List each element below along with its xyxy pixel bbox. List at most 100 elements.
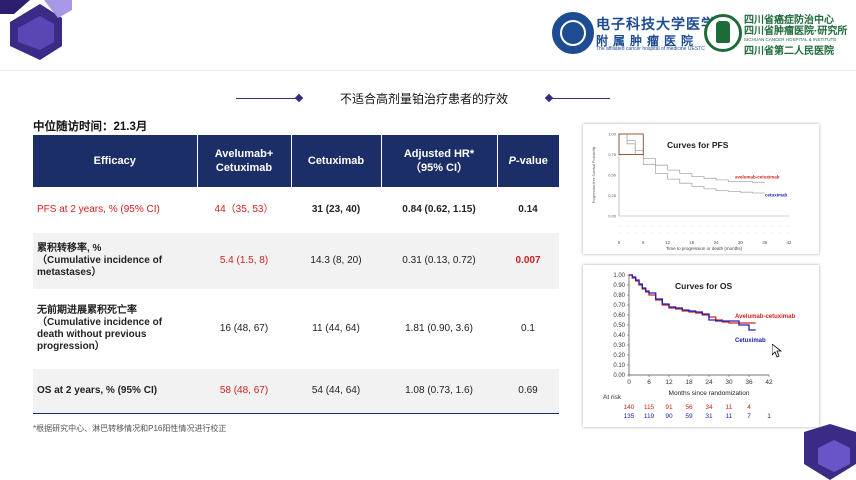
header-p-value: P-value — [497, 135, 559, 187]
os-at-risk-value: 7 — [747, 413, 751, 420]
uestc-seal-logo — [552, 12, 594, 54]
decorative-corner-top-left — [0, 0, 72, 60]
death-label-2: （Cumulative incidence of — [37, 317, 163, 328]
os-y-tick-label: 0.90 — [613, 283, 625, 289]
os-legend-avelumab: Avelumab-cetuximab — [735, 314, 795, 320]
os-at-risk-value: 56 — [685, 404, 693, 411]
os-legend-cetuximab: Cetuximab — [735, 338, 766, 344]
pfs-x-tick-label: 24 — [714, 240, 720, 245]
pfs-x-tick-label: 6 — [642, 240, 645, 245]
pfs-highlight-box — [618, 133, 644, 155]
os-at-risk-value: 140 — [624, 404, 635, 411]
cell-os-p: 0.69 — [497, 369, 559, 414]
title-diamond-left — [294, 93, 304, 103]
os-x-tick-label: 18 — [685, 379, 693, 386]
os-y-tick-label: 0.70 — [613, 303, 625, 309]
os-series-line-1 — [629, 274, 756, 331]
pfs-x-tick-label: 18 — [689, 240, 695, 245]
sichuan-logo-name-1: 四川省癌症防治中心 — [744, 15, 834, 26]
pfs-km-plot-panel: 0.00 0.25 0.50 0.75 1.00 0 6 12 18 24 30 36 42 Time t… — [583, 124, 819, 254]
table-header-row: Efficacy Avelumab+ Cetuximab Cetuximab A… — [33, 135, 559, 187]
pfs-legend-cetuximab: cetuximab — [765, 192, 788, 197]
pfs-km-plot: 0.00 0.25 0.50 0.75 1.00 0 6 12 18 24 30 36 42 Time t… — [592, 132, 792, 252]
header-efficacy: Efficacy — [33, 135, 198, 187]
os-at-risk-value: 90 — [665, 413, 673, 420]
pfs-x-tick-label: 36 — [762, 240, 768, 245]
header-p-rest: -value — [516, 155, 548, 167]
cell-os-hr: 1.08 (0.73, 1.6) — [381, 369, 497, 414]
sichuan-logo-name: 四川省癌症防治中心 四川省肿瘤医院·研究所 — [744, 15, 847, 37]
death-label-1: 无前期进展累积死亡率 — [37, 305, 137, 316]
pfs-x-tick-label: 42 — [786, 240, 792, 245]
title-rule-left — [236, 98, 298, 99]
os-at-risk-value: 11 — [726, 413, 733, 420]
cell-metastases-p: 0.007 — [497, 233, 559, 289]
os-y-tick-label: 0.10 — [613, 363, 625, 369]
os-x-axis-label: Months since randomization — [669, 390, 750, 397]
death-label-4: progression） — [37, 341, 105, 352]
header-ave-line2: Cetuximab — [215, 162, 273, 174]
uestc-logo-subtitle: The affiliated cancer hospital of medici… — [596, 46, 705, 52]
pfs-y-tick-label: 0.00 — [608, 214, 617, 219]
os-at-risk-value: 59 — [685, 413, 693, 420]
death-label-3: death without previous — [37, 329, 147, 340]
metastases-label-3: metastases） — [37, 267, 102, 278]
cell-pfs-hr: 0.84 (0.62, 1.15) — [381, 187, 497, 233]
header-cetuximab: Cetuximab — [291, 135, 382, 187]
efficacy-table: Efficacy Avelumab+ Cetuximab Cetuximab A… — [33, 135, 559, 414]
os-x-tick-label: 42 — [765, 379, 773, 386]
row-label-pfs: PFS at 2 years, % (95% CI) — [33, 187, 197, 233]
os-x-tick-label: 30 — [725, 379, 733, 386]
header-hr-line2: （95% CI） — [409, 162, 469, 174]
os-y-tick-label: 0.20 — [613, 353, 625, 359]
os-km-plot: 0.00 0.10 0.20 0.30 0.40 0.50 0.60 0.70 0.80 0.90… — [603, 273, 795, 420]
pfs-y-tick-label: 0.75 — [608, 152, 617, 157]
table-row: PFS at 2 years, % (95% CI) 44（35, 53） 31… — [33, 187, 559, 233]
metastases-label-1: 累积转移率, % — [37, 243, 102, 254]
os-at-risk-value: 4 — [747, 404, 751, 411]
pfs-x-tick-label: 0 — [618, 240, 621, 245]
pfs-y-tick-label: 0.25 — [608, 193, 617, 198]
header-hr-line1: Adjusted HR* — [403, 148, 475, 160]
os-y-tick-label: 0.00 — [613, 373, 625, 379]
os-at-risk-value: 1 — [767, 413, 771, 420]
cell-os-ave: 58 (48, 67) — [197, 369, 291, 414]
cell-metastases-hr: 0.31 (0.13, 0.72) — [381, 233, 497, 289]
cell-death-p: 0.1 — [497, 289, 559, 369]
os-x-tick-label: 6 — [647, 379, 651, 386]
title-rule-right — [548, 98, 610, 99]
os-km-plot-panel: 0.00 0.10 0.20 0.30 0.40 0.50 0.60 0.70 0.80 0.90… — [583, 265, 819, 427]
pfs-legend-avelumab: avelumab-cetuximab — [735, 174, 780, 179]
metastases-label-2: （Cumulative incidence of — [37, 255, 163, 266]
cell-metastases-ave: 5.4 (1.5, 8) — [197, 233, 291, 289]
os-x-tick-label: 24 — [705, 379, 713, 386]
cell-os-cet: 54 (44, 64) — [291, 369, 381, 414]
cell-metastases-cet: 14.3 (8, 20) — [291, 233, 381, 289]
cell-pfs-cet: 31 (23, 40) — [291, 187, 381, 233]
mouse-cursor-icon — [772, 344, 782, 358]
sichuan-logo-subtitle: SICHUAN CANCER HOSPITAL & INSTITUTE — [744, 37, 837, 42]
header-adjusted-hr: Adjusted HR* （95% CI） — [381, 135, 498, 187]
os-y-tick-label: 1.00 — [613, 273, 625, 279]
row-label-death: 无前期进展累积死亡率 （Cumulative incidence of deat… — [33, 289, 197, 369]
os-x-tick-label: 36 — [745, 379, 753, 386]
os-at-risk-value: 34 — [705, 404, 713, 411]
os-y-tick-label: 0.50 — [613, 323, 625, 329]
os-x-tick-label: 0 — [627, 379, 631, 386]
header-avelumab-cetuximab: Avelumab+ Cetuximab — [197, 135, 292, 187]
header-ave-line1: Avelumab+ — [214, 148, 274, 160]
pfs-x-tick-label: 30 — [738, 240, 744, 245]
os-at-risk-value: 115 — [644, 404, 655, 411]
cell-pfs-ave: 44（35, 53） — [197, 187, 291, 233]
slide-title: 不适合高剂量铂治疗患者的疗效 — [339, 92, 508, 106]
os-at-risk-value: 11 — [726, 404, 733, 411]
pfs-x-tick-label: 12 — [665, 240, 671, 245]
header-p-letter: P — [508, 155, 517, 167]
header-divider — [0, 70, 856, 71]
pfs-y-axis-label: Progression-free Survival Probability — [592, 146, 596, 203]
table-row: OS at 2 years, % (95% CI) 58 (48, 67) 54… — [33, 369, 559, 414]
pfs-y-tick-label: 1.00 — [608, 132, 617, 137]
os-x-tick-label: 12 — [665, 379, 673, 386]
pfs-y-tick-label: 0.50 — [608, 173, 617, 178]
sichuan-cancer-hospital-logo — [704, 14, 742, 52]
